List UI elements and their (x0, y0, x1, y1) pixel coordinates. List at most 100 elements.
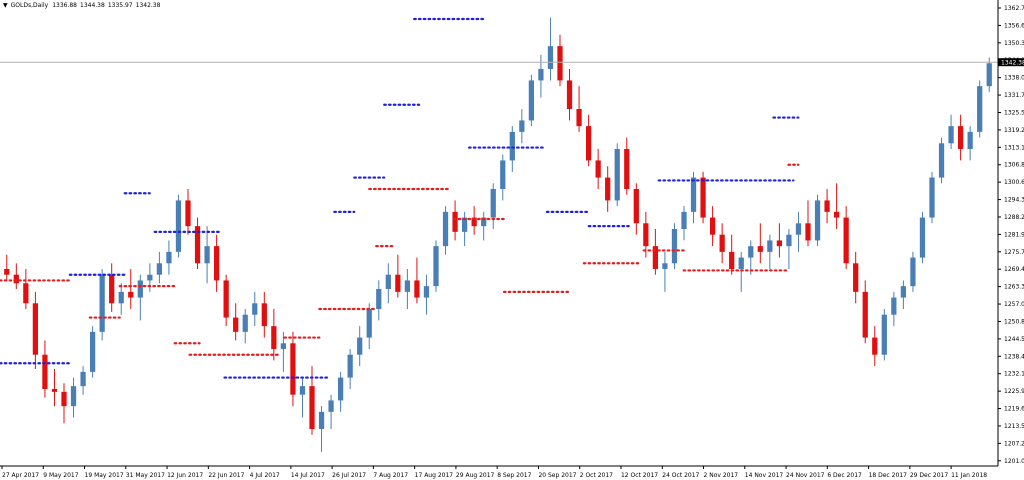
candle (280, 331, 287, 372)
y-tick-label: 1257.00 (1004, 301, 1024, 308)
x-tick-label: 8 Sep 2017 (497, 472, 531, 479)
candle (547, 17, 554, 81)
candle (910, 251, 916, 292)
y-tick-label: 1219.65 (1004, 406, 1024, 413)
current-price-tag (998, 58, 1024, 67)
candle (652, 229, 659, 275)
y-tick-label: 1325.55 (1004, 109, 1024, 116)
candle (299, 377, 306, 418)
open-value: 1336.88 (52, 2, 77, 9)
candle (99, 269, 105, 341)
candle (223, 274, 229, 327)
candle (337, 371, 344, 412)
candle (709, 206, 716, 247)
low-value: 1335.97 (107, 2, 133, 9)
candle (309, 366, 315, 435)
candle (318, 406, 325, 452)
x-tick-label: 20 Sep 2017 (538, 472, 576, 479)
x-tick-label: 24 Oct 2017 (662, 472, 699, 479)
candle (80, 366, 86, 395)
candle (748, 240, 754, 275)
x-tick-label: 19 May 2017 (85, 472, 124, 479)
y-tick-label: 1319.25 (1004, 127, 1024, 134)
candle (366, 303, 372, 349)
candle (614, 143, 620, 207)
candle (233, 303, 239, 341)
candle (194, 217, 201, 269)
x-tick-label: 29 Aug 2017 (456, 472, 495, 479)
candle (500, 154, 506, 201)
candle (538, 54, 544, 98)
x-tick-label: 24 Nov 2017 (786, 472, 825, 479)
candle (109, 263, 115, 312)
candle (786, 229, 792, 269)
candle (557, 34, 563, 87)
time-axis: 27 Apr 2017 9 May 2017 19 May 2017 31 May 2… (0, 465, 998, 479)
y-tick-label: 1294.35 (1004, 197, 1024, 204)
candle (957, 114, 964, 161)
candle (357, 326, 363, 367)
candle (4, 254, 10, 281)
y-tick-label: 1263.30 (1004, 284, 1024, 291)
candle (137, 274, 143, 321)
y-tick-label: 1313.10 (1004, 144, 1024, 151)
y-tick-label: 1331.70 (1004, 92, 1024, 99)
candle (166, 240, 172, 275)
candle (13, 263, 19, 289)
y-tick-label: 1356.60 (1004, 22, 1024, 29)
candle (414, 257, 420, 304)
candle (605, 166, 611, 212)
candle (213, 234, 220, 292)
candle (452, 200, 458, 241)
x-tick-label: 7 Aug 2017 (373, 472, 408, 479)
candle (423, 274, 430, 315)
candle (795, 211, 802, 252)
x-tick-label: 26 Jul 2017 (332, 472, 366, 479)
candle (633, 183, 639, 235)
candle (776, 223, 783, 258)
candle (442, 206, 449, 255)
candle (576, 86, 582, 132)
candle (814, 194, 821, 247)
candle (328, 394, 334, 429)
candle (528, 74, 535, 127)
candle (738, 251, 744, 292)
candle (185, 189, 191, 235)
x-tick-label: 22 Jun 2017 (208, 472, 244, 479)
plot-area (0, 17, 998, 452)
x-tick-label: 17 Aug 2017 (415, 472, 454, 479)
candle (471, 206, 477, 235)
candle (881, 309, 887, 361)
high-value: 1344.38 (80, 2, 105, 9)
candle (729, 234, 735, 275)
candle (519, 109, 525, 144)
candle (433, 240, 439, 292)
x-tick-label: 6 Dec 2017 (827, 472, 862, 479)
x-tick-label: 12 Jun 2017 (167, 472, 203, 479)
candle (929, 171, 935, 224)
candle (147, 263, 153, 292)
candle (833, 183, 840, 229)
candle (70, 377, 77, 418)
x-tick-label: 4 Jul 2017 (250, 472, 280, 479)
chart-header: ▼ GOLDs,Daily 1336.88 1344.38 1335.97 13… (3, 1, 163, 10)
triangle-down-icon[interactable]: ▼ (3, 2, 8, 9)
candle (32, 291, 39, 369)
x-tick-label: 14 Jul 2017 (291, 472, 325, 479)
candle (566, 69, 573, 121)
x-tick-label: 9 May 2017 (43, 472, 78, 479)
y-tick-label: 1238.40 (1004, 353, 1024, 360)
candle (585, 114, 592, 167)
x-tick-label: 14 Nov 2017 (745, 472, 784, 479)
candle (252, 291, 258, 327)
candle (42, 340, 48, 398)
candle (89, 326, 96, 378)
candle (986, 57, 992, 92)
close-value: 1342.38 (135, 2, 161, 9)
candle (948, 114, 954, 149)
y-tick-label: 1362.75 (1004, 5, 1024, 12)
x-tick-label: 18 Dec 2017 (869, 472, 908, 479)
candle (671, 223, 678, 269)
x-tick-label: 11 Jan 2018 (951, 472, 987, 479)
